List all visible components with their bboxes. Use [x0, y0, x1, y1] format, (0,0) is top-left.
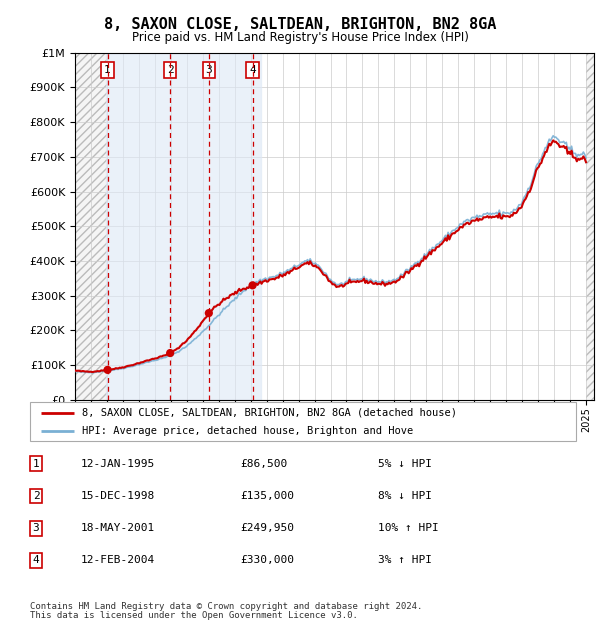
Point: [248, 280, 257, 290]
Text: £330,000: £330,000: [240, 556, 294, 565]
Text: Price paid vs. HM Land Registry's House Price Index (HPI): Price paid vs. HM Land Registry's House …: [131, 31, 469, 43]
Text: 10% ↑ HPI: 10% ↑ HPI: [378, 523, 439, 533]
FancyBboxPatch shape: [30, 402, 576, 441]
Point: [204, 308, 214, 318]
Text: 12-JAN-1995: 12-JAN-1995: [81, 459, 155, 469]
Bar: [106, 53, 260, 400]
Text: 18-MAY-2001: 18-MAY-2001: [81, 523, 155, 533]
Text: 1: 1: [32, 459, 40, 469]
Text: 4: 4: [32, 556, 40, 565]
Bar: [75, 53, 107, 400]
Text: 4: 4: [249, 65, 256, 75]
Text: 12-FEB-2004: 12-FEB-2004: [81, 556, 155, 565]
Text: HPI: Average price, detached house, Brighton and Hove: HPI: Average price, detached house, Brig…: [82, 426, 413, 436]
Text: 3: 3: [32, 523, 40, 533]
Text: £86,500: £86,500: [240, 459, 287, 469]
Point: [103, 365, 112, 375]
Text: 15-DEC-1998: 15-DEC-1998: [81, 491, 155, 501]
Bar: [586, 53, 594, 400]
Text: £249,950: £249,950: [240, 523, 294, 533]
Point: [166, 348, 175, 358]
Text: 8, SAXON CLOSE, SALTDEAN, BRIGHTON, BN2 8GA (detached house): 8, SAXON CLOSE, SALTDEAN, BRIGHTON, BN2 …: [82, 408, 457, 418]
Text: 1: 1: [104, 65, 111, 75]
Text: £135,000: £135,000: [240, 491, 294, 501]
Text: 3% ↑ HPI: 3% ↑ HPI: [378, 556, 432, 565]
Text: 8, SAXON CLOSE, SALTDEAN, BRIGHTON, BN2 8GA: 8, SAXON CLOSE, SALTDEAN, BRIGHTON, BN2 …: [104, 17, 496, 32]
Text: Contains HM Land Registry data © Crown copyright and database right 2024.: Contains HM Land Registry data © Crown c…: [30, 602, 422, 611]
Text: 5% ↓ HPI: 5% ↓ HPI: [378, 459, 432, 469]
Text: 2: 2: [32, 491, 40, 501]
Text: 2: 2: [167, 65, 173, 75]
Text: This data is licensed under the Open Government Licence v3.0.: This data is licensed under the Open Gov…: [30, 611, 358, 619]
Text: 8% ↓ HPI: 8% ↓ HPI: [378, 491, 432, 501]
Text: 3: 3: [205, 65, 212, 75]
